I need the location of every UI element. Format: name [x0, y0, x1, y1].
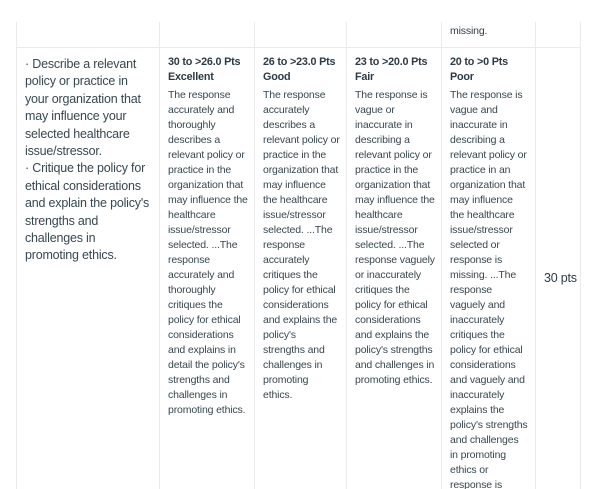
rating-label-fair: Fair — [355, 71, 375, 83]
criterion-description-cell: · Describe a relevant policy or practice… — [16, 47, 160, 489]
rating-range-fair: 23 to >20.0 Pts — [355, 56, 428, 68]
previous-criterion-row-fragment: missing. — [16, 22, 581, 48]
rating-range-good: 26 to >23.0 Pts — [263, 56, 336, 68]
prev-rating-cell-poor: missing. — [441, 22, 536, 48]
rating-description-excellent: The response accurately and thoroughly d… — [168, 89, 248, 416]
rating-cell-poor[interactable]: 20 to >0 Pts Poor The response is vague … — [441, 47, 536, 489]
rating-range-excellent: 30 to >26.0 Pts — [168, 56, 241, 68]
rating-description-fair: The response is vague or inaccurate in d… — [355, 89, 435, 386]
prev-points-cell — [535, 22, 581, 48]
rating-label-poor: Poor — [450, 71, 474, 83]
rating-label-good: Good — [263, 71, 291, 83]
rating-description-good: The response accurately describes a rele… — [263, 89, 340, 401]
prev-rating-cell-good — [254, 22, 347, 48]
criterion-total-points: 30 pts — [544, 271, 577, 285]
rating-range-poor: 20 to >0 Pts — [450, 56, 508, 68]
prev-poor-text-fragment: missing. — [450, 25, 488, 37]
prev-rating-cell-fair — [346, 22, 442, 48]
rating-cell-excellent[interactable]: 30 to >26.0 Pts Excellent The response a… — [159, 47, 255, 489]
criterion-bullet-critique: · Critique the policy for ethical consid… — [25, 161, 150, 263]
rubric-table: missing. · Describe a relevant policy or… — [16, 22, 581, 489]
rating-description-poor: The response is vague and inaccurate in … — [450, 89, 528, 489]
rating-cell-good[interactable]: 26 to >23.0 Pts Good The response accura… — [254, 47, 347, 489]
criterion-points-cell: 30 pts — [535, 47, 581, 489]
criterion-bullet-describe: · Describe a relevant policy or practice… — [25, 57, 141, 159]
rating-label-excellent: Excellent — [168, 71, 214, 83]
criterion-row: · Describe a relevant policy or practice… — [16, 47, 581, 489]
rating-cell-fair[interactable]: 23 to >20.0 Pts Fair The response is vag… — [346, 47, 442, 489]
prev-rating-cell-excellent — [159, 22, 255, 48]
prev-criteria-cell — [16, 22, 160, 48]
